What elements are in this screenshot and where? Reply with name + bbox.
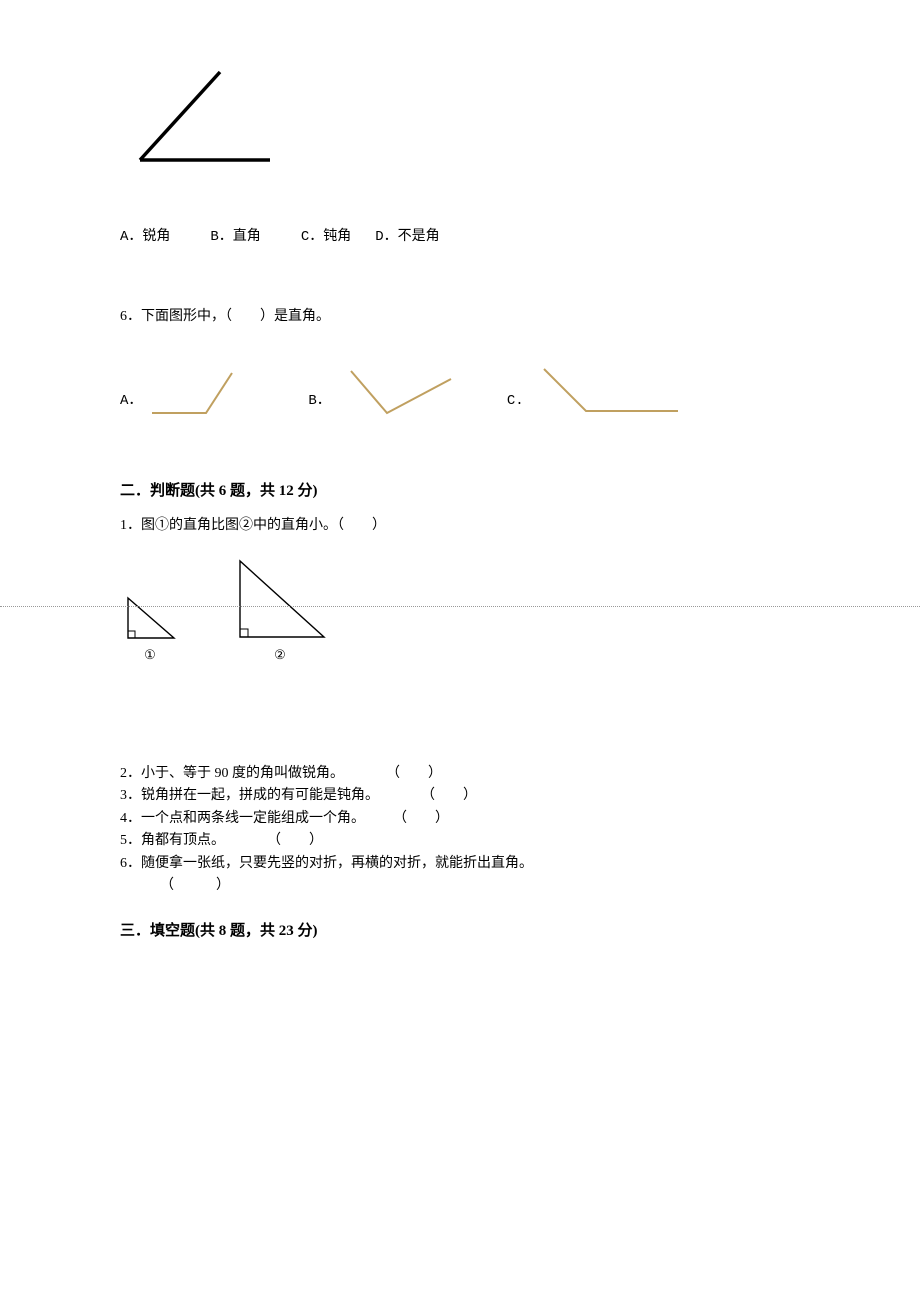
- q5-option-b[interactable]: B．直角: [210, 225, 260, 245]
- section3-title: 三．填空题(共 8 题，共 23 分): [120, 919, 800, 940]
- q5-option-c[interactable]: C．钝角: [301, 225, 351, 245]
- judge-q1-text: 1．图①的直角比图②中的直角小。（ ）: [120, 514, 800, 534]
- q6-text: 6．下面图形中，（ ）是直角。: [120, 305, 800, 325]
- judge-item-6-line2: （ ）: [160, 875, 800, 897]
- q5-option-d[interactable]: D．不是角: [375, 225, 439, 245]
- triangle-2-label: ②: [274, 647, 286, 663]
- triangle-1-block: ①: [120, 590, 180, 663]
- section2-title: 二．判断题(共 6 题，共 12 分): [120, 479, 800, 500]
- q6-label-c: C.: [507, 393, 524, 419]
- q6-option-c[interactable]: C.: [507, 365, 680, 419]
- judge-item-4: 4．一个点和两条线一定能组成一个角。 （ ）: [120, 808, 800, 830]
- q5-option-a[interactable]: A．锐角: [120, 225, 170, 245]
- judge-item-3: 3．锐角拼在一起，拼成的有可能是钝角。 （ ）: [120, 785, 800, 807]
- q6-option-a[interactable]: A．: [120, 369, 258, 419]
- q6-label-b: B．: [308, 389, 330, 419]
- q6-angle-c-svg: [530, 365, 680, 419]
- triangle-1-label: ①: [144, 647, 156, 663]
- triangle-2-block: ②: [230, 555, 330, 663]
- judge-list: 2．小于、等于 90 度的角叫做锐角。 （ ） 3．锐角拼在一起，拼成的有可能是…: [120, 763, 800, 897]
- judge-item-6-line1: 6．随便拿一张纸，只要先竖的对折，再横的对折，就能折出直角。: [120, 853, 800, 875]
- q5-angle-figure: [120, 60, 800, 175]
- judge-item-2: 2．小于、等于 90 度的角叫做锐角。 （ ）: [120, 763, 800, 785]
- q6-angle-a-svg: [148, 369, 258, 419]
- triangle-1-svg: [120, 590, 180, 645]
- q6-label-a: A．: [120, 389, 142, 419]
- q5-options: A．锐角 B．直角 C．钝角 D．不是角: [120, 225, 800, 245]
- q6-options-row: A． B． C.: [120, 365, 800, 419]
- q6-option-b[interactable]: B．: [308, 365, 456, 419]
- page: A．锐角 B．直角 C．钝角 D．不是角 6．下面图形中，（ ）是直角。 A． …: [0, 0, 920, 1014]
- acute-angle-svg: [120, 60, 280, 170]
- triangle-2-svg: [230, 555, 330, 645]
- content-area: A．锐角 B．直角 C．钝角 D．不是角 6．下面图形中，（ ）是直角。 A． …: [0, 0, 920, 1014]
- judge-item-5: 5．角都有顶点。 （ ）: [120, 830, 800, 852]
- q6-angle-b-svg: [337, 365, 457, 419]
- triangles-row: ① ②: [120, 552, 800, 663]
- dotted-separator: [0, 606, 920, 607]
